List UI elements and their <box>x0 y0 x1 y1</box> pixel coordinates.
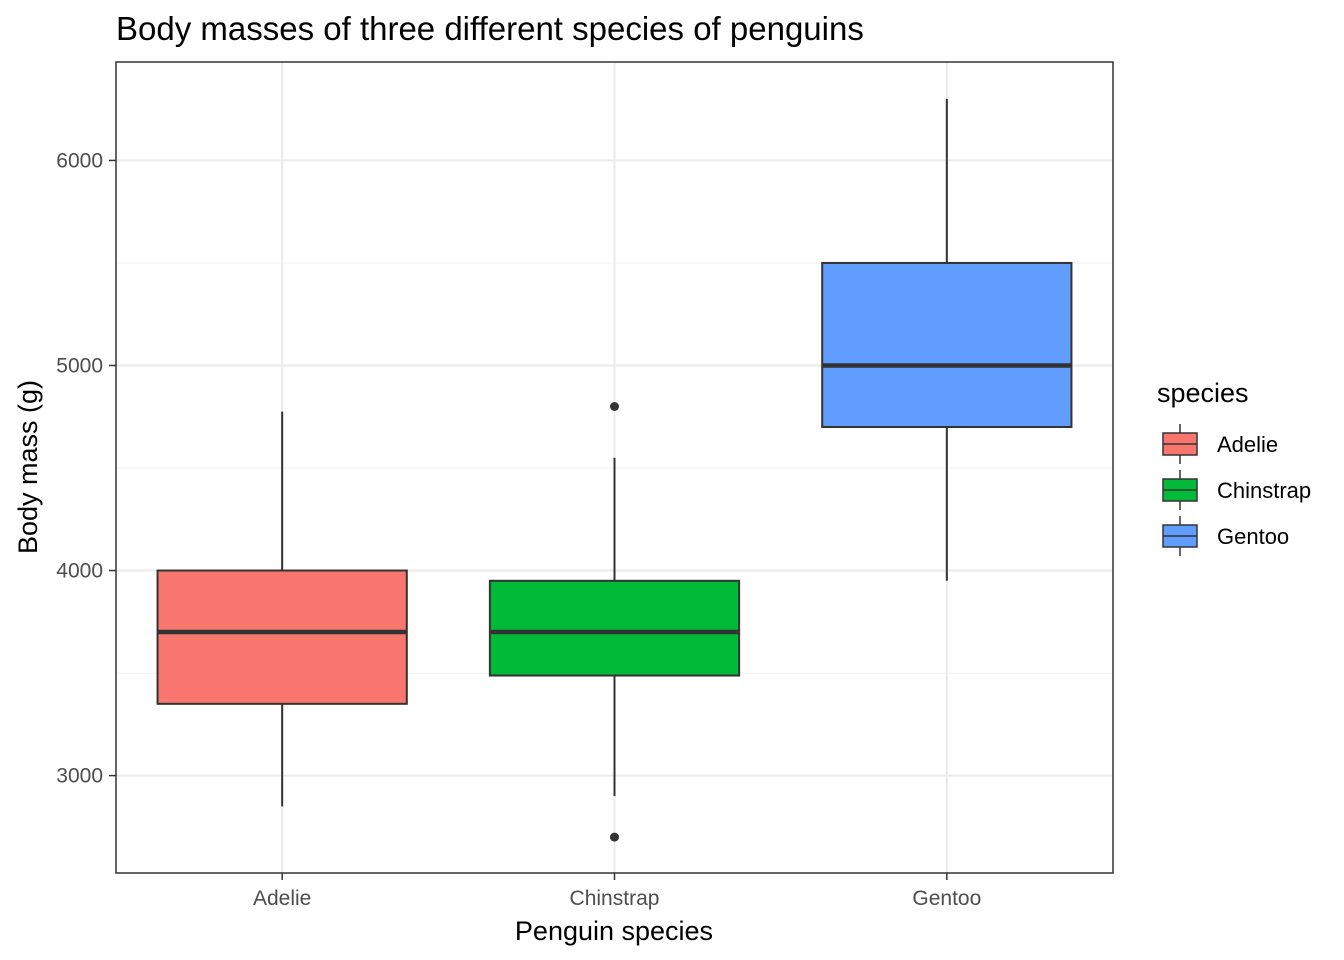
x-axis: Adelie Chinstrap Gentoo <box>253 873 981 910</box>
x-axis-title: Penguin species <box>515 916 713 946</box>
legend-item-adelie: Adelie <box>1162 424 1278 464</box>
box-iqr <box>156 569 408 705</box>
y-tick-label: 4000 <box>56 560 103 583</box>
legend-title: species <box>1157 378 1249 408</box>
box-iqr <box>821 261 1073 429</box>
boxes <box>156 98 1073 842</box>
legend-item-chinstrap: Chinstrap <box>1162 470 1311 510</box>
legend-label: Adelie <box>1217 432 1278 457</box>
x-tick-label: Gentoo <box>912 887 981 910</box>
legend-item-gentoo: Gentoo <box>1162 516 1289 556</box>
outlier-point <box>610 401 619 411</box>
y-tick-label: 6000 <box>56 149 103 172</box>
legend-label: Gentoo <box>1217 524 1289 549</box>
chart-title: Body masses of three different species o… <box>116 10 864 47</box>
box-iqr <box>488 579 741 677</box>
x-tick-label: Chinstrap <box>570 887 660 910</box>
y-tick-label: 5000 <box>56 354 103 377</box>
box-chinstrap <box>488 401 741 842</box>
box-adelie <box>156 411 408 807</box>
y-axis: 3000 4000 5000 6000 <box>56 149 116 788</box>
legend-label: Chinstrap <box>1217 478 1311 503</box>
box-gentoo <box>821 98 1073 581</box>
outlier-point <box>610 832 619 842</box>
x-tick-label: Adelie <box>253 887 311 910</box>
y-axis-title: Body mass (g) <box>13 380 43 554</box>
legend: species Adelie Chinstrap Gentoo <box>1157 378 1311 556</box>
y-tick-label: 3000 <box>56 765 103 788</box>
